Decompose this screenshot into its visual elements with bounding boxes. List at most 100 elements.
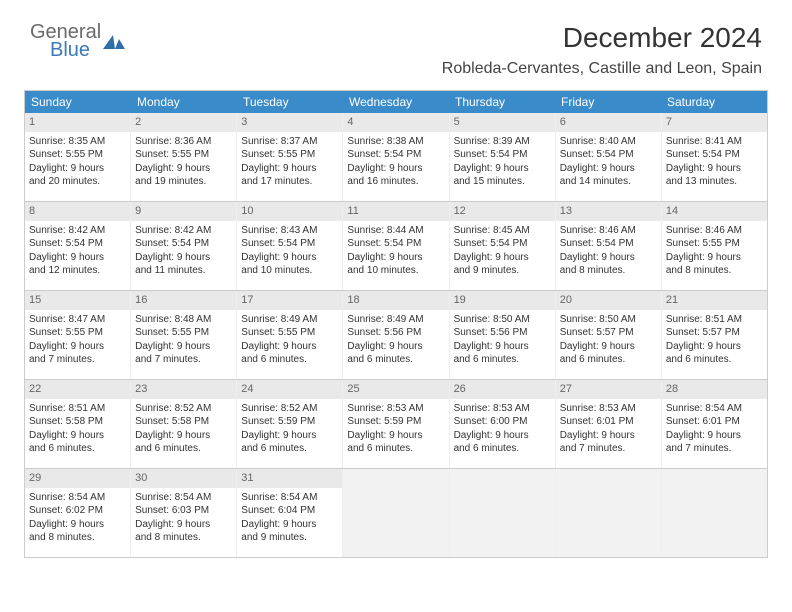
day-cell: 13Sunrise: 8:46 AMSunset: 5:54 PMDayligh…: [556, 202, 662, 290]
sunset-text: Sunset: 6:03 PM: [135, 504, 232, 518]
sunrise-text: Sunrise: 8:47 AM: [29, 313, 126, 327]
sunset-text: Sunset: 5:57 PM: [560, 326, 657, 340]
day-number: 9: [131, 202, 236, 221]
daylight-text-1: Daylight: 9 hours: [241, 429, 338, 443]
daylight-text-2: and 7 minutes.: [29, 353, 126, 367]
daylight-text-1: Daylight: 9 hours: [241, 518, 338, 532]
day-number: 1: [25, 113, 130, 132]
daylight-text-1: Daylight: 9 hours: [241, 251, 338, 265]
day-number: 7: [662, 113, 767, 132]
daylight-text-1: Daylight: 9 hours: [666, 162, 763, 176]
sunrise-text: Sunrise: 8:52 AM: [135, 402, 232, 416]
sunset-text: Sunset: 5:56 PM: [454, 326, 551, 340]
sunset-text: Sunset: 5:54 PM: [347, 237, 444, 251]
sunset-text: Sunset: 6:01 PM: [666, 415, 763, 429]
sunset-text: Sunset: 5:55 PM: [666, 237, 763, 251]
sunset-text: Sunset: 5:57 PM: [666, 326, 763, 340]
daylight-text-2: and 6 minutes.: [560, 353, 657, 367]
daylight-text-2: and 8 minutes.: [29, 531, 126, 545]
daylight-text-2: and 7 minutes.: [666, 442, 763, 456]
daylight-text-2: and 6 minutes.: [454, 442, 551, 456]
day-cell: 10Sunrise: 8:43 AMSunset: 5:54 PMDayligh…: [237, 202, 343, 290]
sunrise-text: Sunrise: 8:46 AM: [560, 224, 657, 238]
daylight-text-2: and 10 minutes.: [241, 264, 338, 278]
day-number: 22: [25, 380, 130, 399]
daylight-text-1: Daylight: 9 hours: [135, 162, 232, 176]
sunset-text: Sunset: 5:54 PM: [347, 148, 444, 162]
daylight-text-2: and 11 minutes.: [135, 264, 232, 278]
daylight-text-2: and 19 minutes.: [135, 175, 232, 189]
daylight-text-2: and 6 minutes.: [454, 353, 551, 367]
empty-day-cell: [343, 469, 449, 557]
weekday-header: Wednesday: [343, 91, 449, 113]
day-number: 19: [450, 291, 555, 310]
day-number: 20: [556, 291, 661, 310]
day-cell: 7Sunrise: 8:41 AMSunset: 5:54 PMDaylight…: [662, 113, 767, 201]
day-number: 31: [237, 469, 342, 488]
sunset-text: Sunset: 5:54 PM: [241, 237, 338, 251]
day-cell: 14Sunrise: 8:46 AMSunset: 5:55 PMDayligh…: [662, 202, 767, 290]
day-cell: 24Sunrise: 8:52 AMSunset: 5:59 PMDayligh…: [237, 380, 343, 468]
daylight-text-1: Daylight: 9 hours: [560, 162, 657, 176]
daylight-text-2: and 17 minutes.: [241, 175, 338, 189]
day-cell: 20Sunrise: 8:50 AMSunset: 5:57 PMDayligh…: [556, 291, 662, 379]
day-number: 30: [131, 469, 236, 488]
daylight-text-1: Daylight: 9 hours: [454, 162, 551, 176]
daylight-text-2: and 15 minutes.: [454, 175, 551, 189]
sunset-text: Sunset: 5:58 PM: [29, 415, 126, 429]
day-cell: 16Sunrise: 8:48 AMSunset: 5:55 PMDayligh…: [131, 291, 237, 379]
day-number: 21: [662, 291, 767, 310]
daylight-text-1: Daylight: 9 hours: [135, 340, 232, 354]
daylight-text-1: Daylight: 9 hours: [560, 251, 657, 265]
empty-day-cell: [662, 469, 767, 557]
daylight-text-2: and 8 minutes.: [135, 531, 232, 545]
day-cell: 30Sunrise: 8:54 AMSunset: 6:03 PMDayligh…: [131, 469, 237, 557]
daylight-text-1: Daylight: 9 hours: [347, 429, 444, 443]
day-cell: 4Sunrise: 8:38 AMSunset: 5:54 PMDaylight…: [343, 113, 449, 201]
weekday-header: Friday: [555, 91, 661, 113]
sunset-text: Sunset: 5:58 PM: [135, 415, 232, 429]
empty-day-cell: [450, 469, 556, 557]
daylight-text-2: and 6 minutes.: [241, 442, 338, 456]
sunrise-text: Sunrise: 8:51 AM: [29, 402, 126, 416]
daylight-text-2: and 6 minutes.: [666, 353, 763, 367]
daylight-text-1: Daylight: 9 hours: [241, 162, 338, 176]
daylight-text-2: and 7 minutes.: [560, 442, 657, 456]
daylight-text-2: and 6 minutes.: [347, 353, 444, 367]
daylight-text-2: and 8 minutes.: [666, 264, 763, 278]
sunrise-text: Sunrise: 8:53 AM: [347, 402, 444, 416]
daylight-text-2: and 8 minutes.: [560, 264, 657, 278]
sunrise-text: Sunrise: 8:36 AM: [135, 135, 232, 149]
day-cell: 21Sunrise: 8:51 AMSunset: 5:57 PMDayligh…: [662, 291, 767, 379]
sunset-text: Sunset: 5:54 PM: [29, 237, 126, 251]
day-cell: 18Sunrise: 8:49 AMSunset: 5:56 PMDayligh…: [343, 291, 449, 379]
daylight-text-1: Daylight: 9 hours: [135, 251, 232, 265]
day-number: 10: [237, 202, 342, 221]
daylight-text-1: Daylight: 9 hours: [29, 429, 126, 443]
day-cell: 2Sunrise: 8:36 AMSunset: 5:55 PMDaylight…: [131, 113, 237, 201]
daylight-text-2: and 9 minutes.: [454, 264, 551, 278]
week-row: 8Sunrise: 8:42 AMSunset: 5:54 PMDaylight…: [25, 202, 767, 291]
day-number: 8: [25, 202, 130, 221]
day-cell: 3Sunrise: 8:37 AMSunset: 5:55 PMDaylight…: [237, 113, 343, 201]
day-cell: 5Sunrise: 8:39 AMSunset: 5:54 PMDaylight…: [450, 113, 556, 201]
day-number: 25: [343, 380, 448, 399]
daylight-text-2: and 13 minutes.: [666, 175, 763, 189]
day-cell: 26Sunrise: 8:53 AMSunset: 6:00 PMDayligh…: [450, 380, 556, 468]
day-number: 29: [25, 469, 130, 488]
weekday-header: Thursday: [449, 91, 555, 113]
day-cell: 17Sunrise: 8:49 AMSunset: 5:55 PMDayligh…: [237, 291, 343, 379]
daylight-text-1: Daylight: 9 hours: [135, 518, 232, 532]
day-cell: 27Sunrise: 8:53 AMSunset: 6:01 PMDayligh…: [556, 380, 662, 468]
weekday-header: Monday: [131, 91, 237, 113]
day-cell: 15Sunrise: 8:47 AMSunset: 5:55 PMDayligh…: [25, 291, 131, 379]
day-number: 26: [450, 380, 555, 399]
sunrise-text: Sunrise: 8:40 AM: [560, 135, 657, 149]
sunset-text: Sunset: 5:55 PM: [241, 326, 338, 340]
sunset-text: Sunset: 6:04 PM: [241, 504, 338, 518]
daylight-text-2: and 10 minutes.: [347, 264, 444, 278]
sunset-text: Sunset: 6:02 PM: [29, 504, 126, 518]
day-number: 17: [237, 291, 342, 310]
sunrise-text: Sunrise: 8:49 AM: [347, 313, 444, 327]
day-number: 2: [131, 113, 236, 132]
